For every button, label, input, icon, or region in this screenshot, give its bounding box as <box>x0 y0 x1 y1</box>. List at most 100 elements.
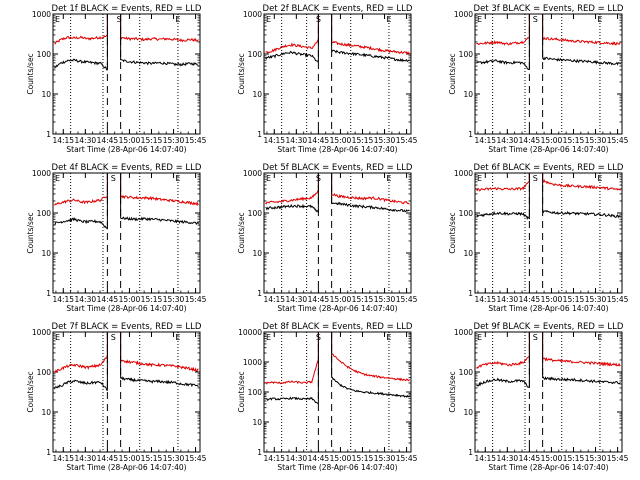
panel-title: Det 5f BLACK = Events, RED = LLD <box>263 163 413 173</box>
x-tick-label: 15:15 <box>563 454 585 463</box>
lld-series-line <box>476 356 530 369</box>
x-tick-label: 14:30 <box>75 295 97 304</box>
panel-title: Det 3f BLACK = Events, RED = LLD <box>474 4 624 14</box>
lld-series-line <box>120 36 199 43</box>
x-tick-label: 15:45 <box>396 136 418 145</box>
y-tick-label: 1 <box>468 448 473 457</box>
panel-title: Det 6f BLACK = Events, RED = LLD <box>474 163 624 173</box>
x-tick-label: 14:15 <box>263 136 285 145</box>
lld-series-line <box>120 194 199 207</box>
lld-series-line <box>120 359 199 372</box>
events-series-line <box>265 203 319 213</box>
x-tick-label: 15:30 <box>374 295 396 304</box>
x-tick-label: 15:45 <box>396 295 418 304</box>
events-series-line <box>331 376 410 398</box>
x-tick-label: 15:00 <box>541 295 563 304</box>
y-tick-label: 100 <box>37 50 52 59</box>
x-tick-label: 14:30 <box>75 136 97 145</box>
attenuator-marker: E <box>597 174 602 183</box>
x-tick-label: 15:00 <box>541 454 563 463</box>
attenuator-marker: E <box>55 15 60 24</box>
y-tick-label: 1 <box>46 448 51 457</box>
x-tick-label: 15:15 <box>352 136 374 145</box>
events-series-line <box>331 49 410 63</box>
lld-series-line <box>265 38 319 54</box>
y-axis-label: Counts/sec <box>448 53 457 94</box>
attenuator-marker: E <box>55 333 60 342</box>
attenuator-marker: E <box>386 174 391 183</box>
x-tick-label: 14:45 <box>519 295 541 304</box>
y-tick-label: 10 <box>463 408 473 417</box>
events-series-line <box>542 56 621 66</box>
events-series-line <box>542 376 621 385</box>
chart-panel-8: Det 8f BLACK = Events, RED = LLD 1 10 100 10… <box>237 322 418 472</box>
attenuator-marker: E <box>386 15 391 24</box>
chart-panel-9: Det 9f BLACK = Events, RED = LLD 1 10 100 10… <box>448 322 629 472</box>
events-series-line <box>542 209 621 219</box>
plot-frame <box>263 13 412 135</box>
plot-frame <box>52 172 201 294</box>
x-tick-label: 15:15 <box>352 454 374 463</box>
x-tick-label: 15:30 <box>163 454 185 463</box>
y-axis-label: Counts/sec <box>26 371 35 412</box>
plot-frame <box>474 331 623 453</box>
events-series-line <box>265 396 319 405</box>
lld-series-line <box>265 190 319 205</box>
x-tick-label: 15:00 <box>330 136 352 145</box>
events-series-line <box>54 58 108 71</box>
x-tick-label: 15:15 <box>141 295 163 304</box>
events-series-line <box>120 376 199 388</box>
events-series-line <box>476 59 530 71</box>
x-tick-label: 15:00 <box>119 454 141 463</box>
x-tick-label: 14:45 <box>308 295 330 304</box>
x-tick-label: 14:30 <box>497 136 519 145</box>
x-axis-label: Start Time (28-Apr-06 14:07:40) <box>66 463 186 472</box>
events-series-line <box>120 216 199 226</box>
x-tick-label: 14:30 <box>497 295 519 304</box>
x-tick-label: 14:45 <box>519 136 541 145</box>
x-tick-label: 15:15 <box>141 136 163 145</box>
x-axis-label: Start Time (28-Apr-06 14:07:40) <box>66 304 186 313</box>
chart-panel-6: Det 6f BLACK = Events, RED = LLD 1 10 100 10… <box>448 163 629 313</box>
attenuator-marker: S <box>533 333 538 342</box>
y-tick-label: 100 <box>37 368 52 377</box>
x-tick-label: 14:45 <box>519 454 541 463</box>
x-tick-label: 15:00 <box>541 136 563 145</box>
y-tick-label: 1000 <box>32 10 51 19</box>
y-axis-label: Counts/sec <box>26 53 35 94</box>
x-tick-label: 15:30 <box>163 295 185 304</box>
y-tick-label: 10 <box>41 90 51 99</box>
y-tick-label: 100 <box>248 50 263 59</box>
x-axis-label: Start Time (28-Apr-06 14:07:40) <box>488 463 608 472</box>
x-tick-label: 15:15 <box>141 454 163 463</box>
x-tick-label: 14:30 <box>286 136 308 145</box>
x-tick-label: 14:45 <box>308 454 330 463</box>
y-tick-label: 1 <box>468 289 473 298</box>
attenuator-marker: E <box>477 15 482 24</box>
plot-frame <box>263 172 412 294</box>
y-axis-label: Counts/sec <box>237 53 246 94</box>
y-tick-label: 100 <box>459 209 474 218</box>
y-tick-label: 1000 <box>243 10 262 19</box>
x-tick-label: 15:15 <box>352 295 374 304</box>
lld-series-line <box>476 181 530 192</box>
events-series-line <box>120 58 199 67</box>
x-tick-label: 15:30 <box>374 136 396 145</box>
y-tick-label: 10 <box>252 249 262 258</box>
events-series-line <box>54 379 108 392</box>
plot-frame <box>52 331 201 453</box>
x-tick-label: 15:30 <box>585 454 607 463</box>
y-axis-label: Counts/sec <box>448 212 457 253</box>
x-tick-label: 14:30 <box>75 454 97 463</box>
plot-frame <box>474 13 623 135</box>
y-tick-label: 10 <box>463 249 473 258</box>
y-tick-label: 1000 <box>243 358 262 367</box>
x-tick-label: 14:15 <box>52 295 74 304</box>
x-tick-label: 14:45 <box>97 454 119 463</box>
x-axis-label: Start Time (28-Apr-06 14:07:40) <box>277 304 397 313</box>
y-tick-label: 1000 <box>243 169 262 178</box>
y-tick-label: 100 <box>248 388 263 397</box>
lld-series-line <box>542 36 621 46</box>
y-tick-label: 10 <box>41 408 51 417</box>
